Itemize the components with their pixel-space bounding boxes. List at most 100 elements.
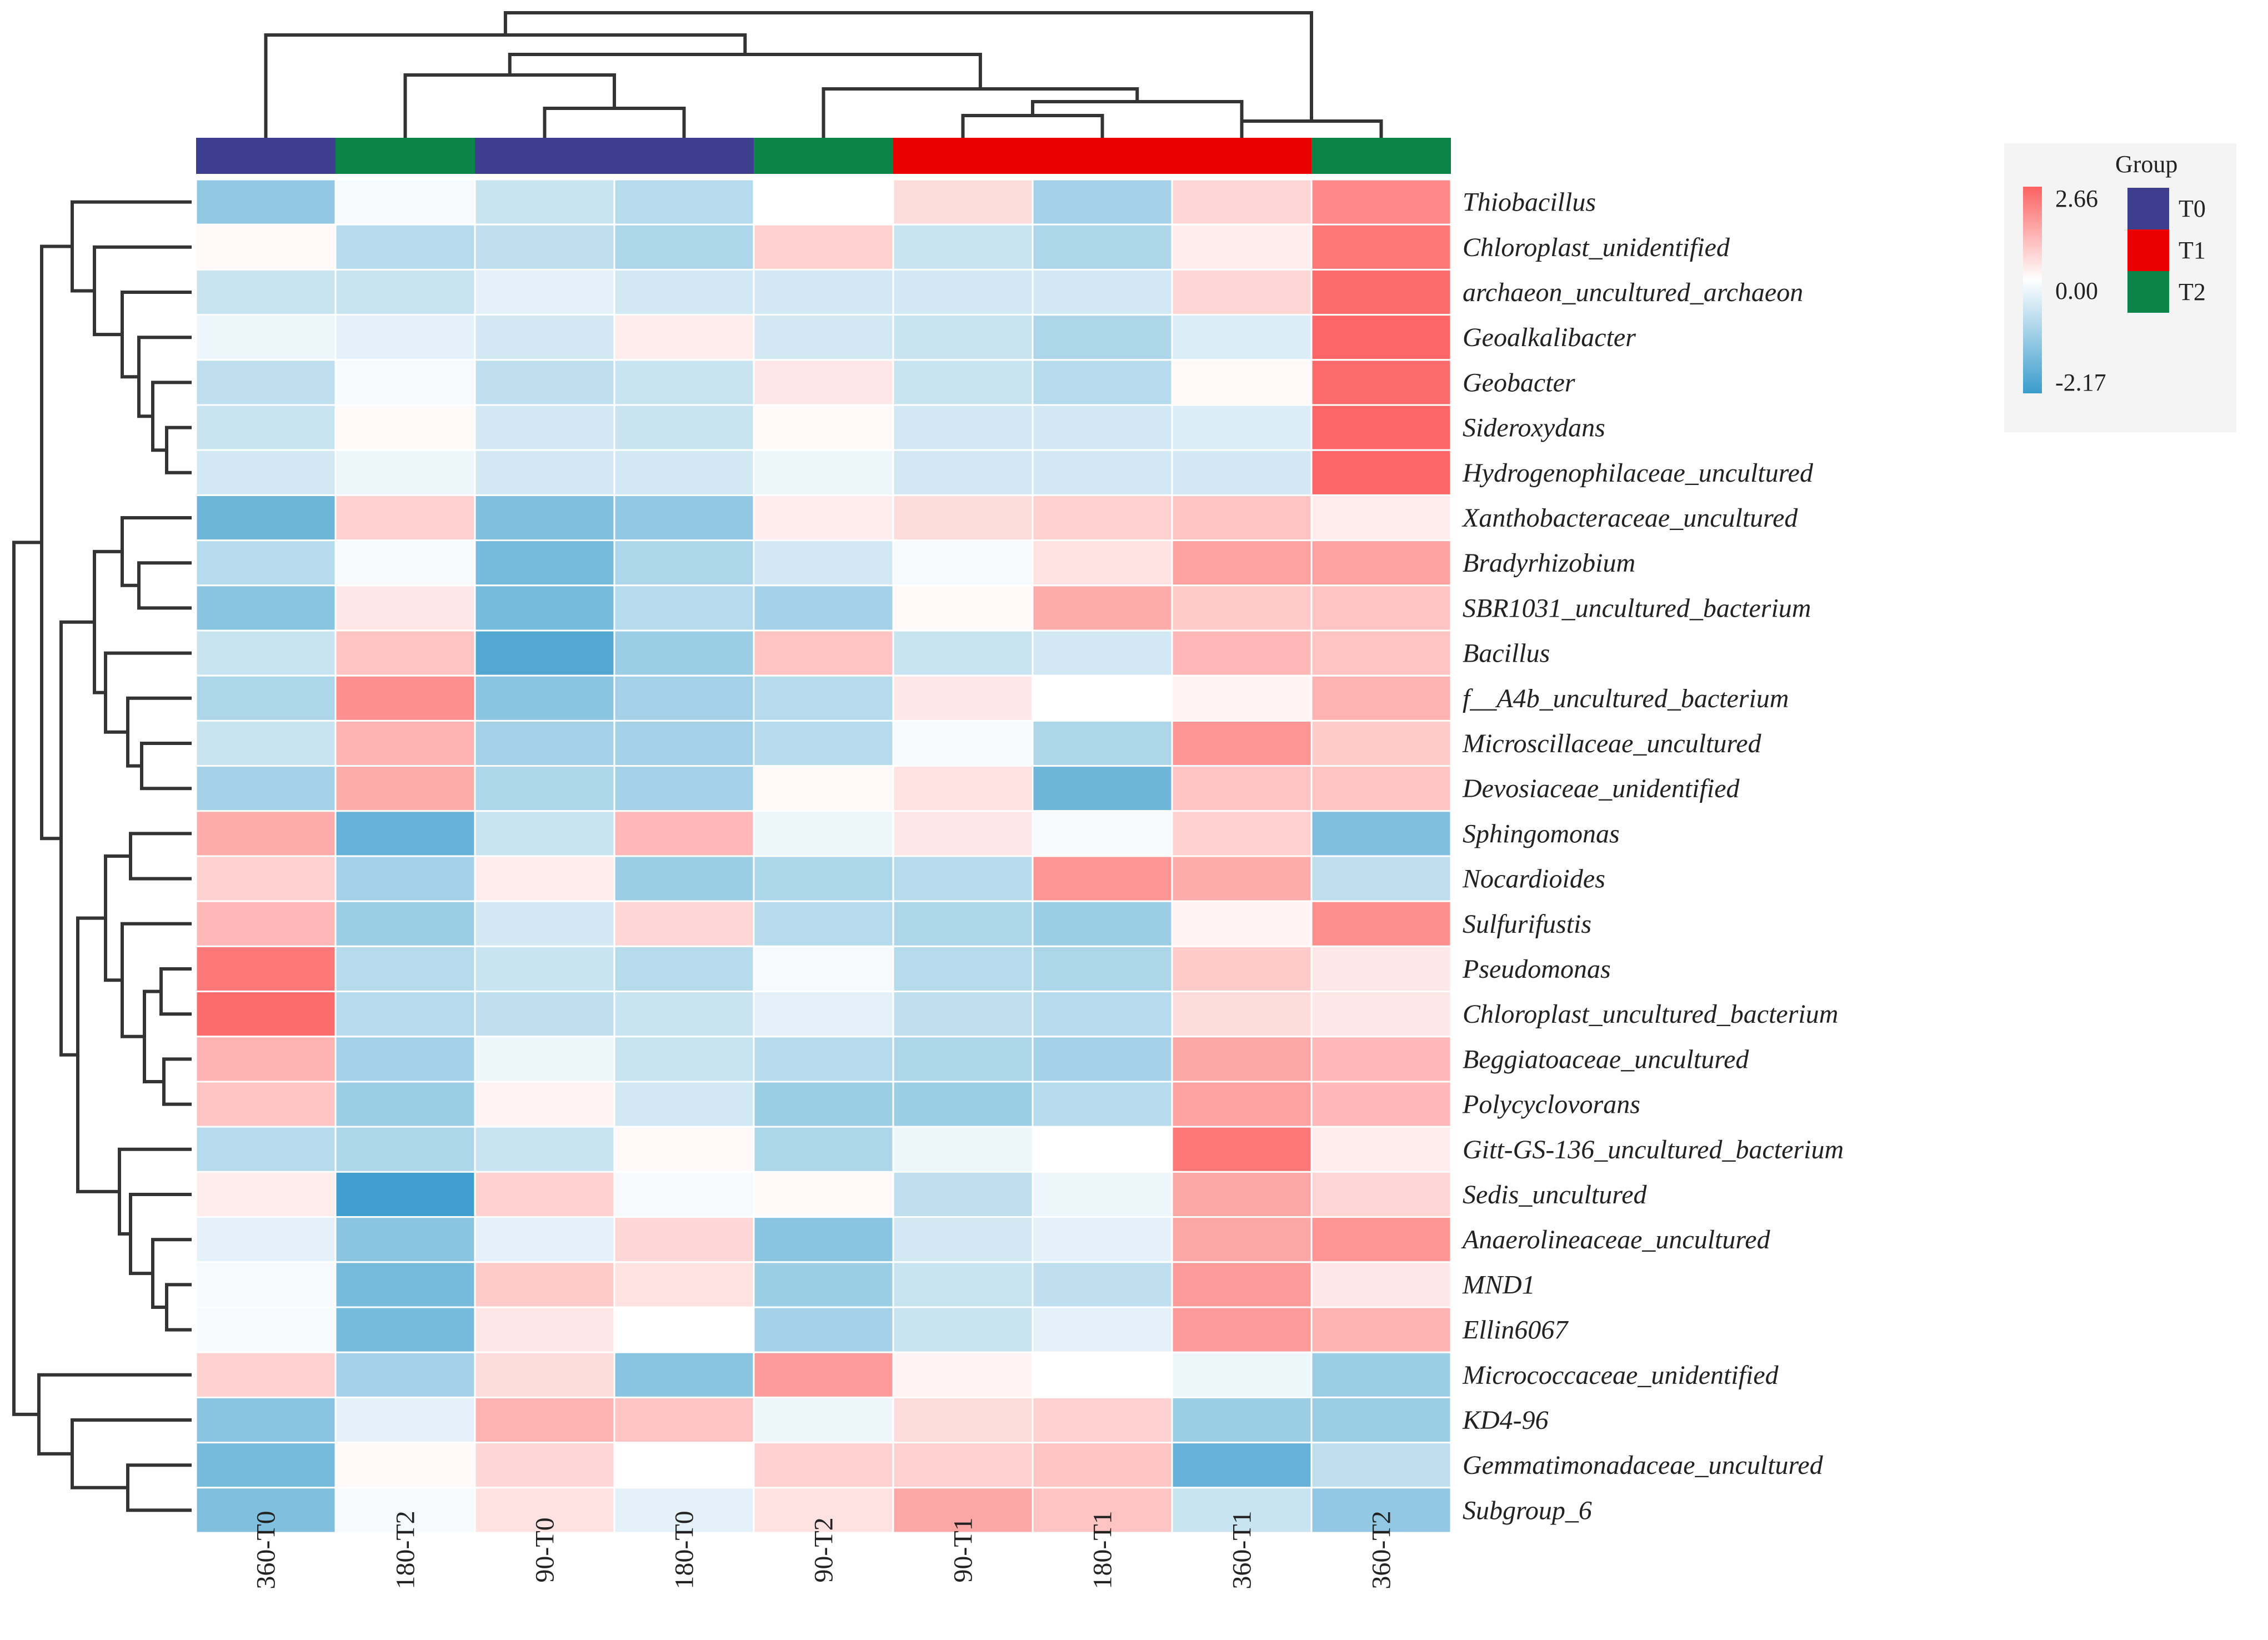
heatmap-cell: [195, 1306, 337, 1353]
heatmap-cell: [753, 1396, 894, 1444]
heatmap-cell: [1171, 449, 1313, 496]
row-dendrogram-branch: [121, 516, 192, 587]
heatmap-cell: [892, 1216, 1034, 1263]
heatmap-cell: [1310, 1036, 1452, 1083]
row-dendrogram-branch: [140, 742, 192, 791]
heatmap-cell: [1032, 945, 1173, 993]
group-bar-cell: [754, 138, 893, 174]
row-dendrogram-branch: [93, 549, 122, 694]
heatmap-cell: [334, 719, 476, 767]
row-label: Bacillus: [1463, 639, 1550, 668]
heatmap-cell: [1171, 494, 1313, 542]
heatmap-cell: [1310, 1351, 1452, 1398]
heatmap-cell: [613, 765, 755, 812]
heatmap-cell: [1171, 1487, 1313, 1534]
heatmap-cell: [474, 1171, 615, 1218]
heatmap-cell: [1171, 178, 1313, 226]
heatmap-cell: [195, 539, 337, 587]
heatmap-cell: [474, 494, 615, 542]
heatmap-cell: [753, 765, 894, 812]
heatmap-cell: [474, 765, 615, 812]
column-label: 90-T2: [809, 1517, 839, 1582]
heatmap-cell: [892, 1442, 1034, 1489]
heatmap-cell: [892, 1081, 1034, 1128]
heatmap-cell: [753, 1171, 894, 1218]
heatmap-cell: [474, 314, 615, 361]
heatmap-cell: [334, 855, 476, 902]
heatmap-cell: [334, 1396, 476, 1444]
heatmap-cell: [195, 178, 337, 226]
row-dendrogram-branch: [137, 561, 192, 610]
heatmap-cell: [1032, 223, 1173, 271]
heatmap-cell: [474, 719, 615, 767]
heatmap-cell: [613, 719, 755, 767]
row-dendrogram-branch: [151, 381, 192, 452]
heatmap-cell: [753, 674, 894, 722]
heatmap-cell: [892, 268, 1034, 316]
column-label: 360-T1: [1228, 1511, 1257, 1589]
heatmap-cell: [334, 449, 476, 496]
heatmap-cell: [474, 991, 615, 1038]
heatmap-cell: [334, 900, 476, 947]
heatmap-cell: [613, 1036, 755, 1083]
group-color-bar: [196, 138, 1451, 174]
heatmap-cell: [334, 1126, 476, 1173]
heatmap-cell: [1171, 1036, 1313, 1083]
heatmap-cell: [334, 629, 476, 677]
column-label: 360-T0: [252, 1511, 281, 1589]
heatmap-cell: [1310, 539, 1452, 587]
heatmap-cell: [1032, 1126, 1173, 1173]
heatmap-cell: [474, 1126, 615, 1173]
heatmap-cell: [613, 991, 755, 1038]
heatmap-cell: [613, 1442, 755, 1489]
heatmap-cell: [474, 1081, 615, 1128]
heatmap-cell: [1032, 810, 1173, 857]
heatmap-cell: [613, 268, 755, 316]
heatmap-cell: [474, 539, 615, 587]
heatmap-cell: [1032, 991, 1173, 1038]
heatmap-cell: [613, 539, 755, 587]
heatmap-cell: [892, 1487, 1034, 1534]
group-bar-cell: [196, 138, 336, 174]
heatmap-cell: [334, 314, 476, 361]
heatmap-cell: [892, 765, 1034, 812]
heatmap-cell: [892, 1261, 1034, 1308]
column-label: 180-T2: [391, 1511, 420, 1589]
heatmap-cell: [753, 991, 894, 1038]
heatmap-cell: [753, 1442, 894, 1489]
heatmap-cell: [1171, 1126, 1313, 1173]
legend-title: Group: [2115, 151, 2177, 178]
heatmap-cell: [334, 1261, 476, 1308]
row-label: Bradyrhizobium: [1463, 548, 1635, 578]
row-dendrogram-branch: [159, 967, 192, 1016]
heatmap-cell: [1171, 404, 1313, 451]
heatmap-cell: [1310, 900, 1452, 947]
heatmap-cell: [474, 1396, 615, 1444]
legend-label: T0: [2179, 195, 2206, 222]
heatmap-cell: [613, 855, 755, 902]
heatmap-cell: [892, 178, 1034, 226]
heatmap-cell: [1171, 945, 1313, 993]
heatmap-cell: [753, 223, 894, 271]
row-label: MND1: [1462, 1270, 1535, 1299]
heatmap-cell: [1032, 1171, 1173, 1218]
column-labels: 360-T0 180-T2 90-T0 180-T0 90-T2 90-T1 180-T1 3…: [252, 1511, 1396, 1589]
heatmap-cell: [1310, 584, 1452, 632]
heatmap-cell: [195, 223, 337, 271]
row-label: Chloroplast_uncultured_bacterium: [1463, 999, 1838, 1029]
heatmap-cell: [474, 810, 615, 857]
group-bar-cell: [893, 138, 1033, 174]
heatmap-cell: [613, 674, 755, 722]
heatmap-cell: [195, 674, 337, 722]
heatmap-cell: [753, 404, 894, 451]
heatmap-cell: [195, 1126, 337, 1173]
heatmap-cell: [753, 1036, 894, 1083]
heatmap-cell: [613, 449, 755, 496]
heatmap-cell: [334, 584, 476, 632]
heatmap-cell: [474, 629, 615, 677]
heatmap-cell: [753, 900, 894, 947]
heatmap-cell: [1171, 1216, 1313, 1263]
heatmap-cell: [1310, 855, 1452, 902]
column-label: 180-T0: [670, 1511, 699, 1589]
heatmap-cell: [753, 1216, 894, 1263]
